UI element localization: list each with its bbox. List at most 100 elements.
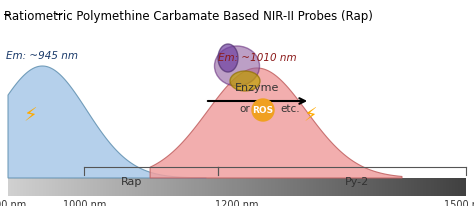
Polygon shape xyxy=(283,178,284,196)
Polygon shape xyxy=(164,178,165,196)
Polygon shape xyxy=(237,178,238,196)
Polygon shape xyxy=(335,178,336,196)
Text: 1200 nm: 1200 nm xyxy=(215,200,259,206)
Polygon shape xyxy=(211,178,212,196)
Polygon shape xyxy=(22,178,23,196)
Polygon shape xyxy=(391,178,393,196)
Polygon shape xyxy=(147,178,148,196)
Ellipse shape xyxy=(215,46,259,86)
Polygon shape xyxy=(295,178,297,196)
Text: ROS: ROS xyxy=(253,105,273,115)
Polygon shape xyxy=(422,178,423,196)
Polygon shape xyxy=(357,178,359,196)
Polygon shape xyxy=(52,178,54,196)
Text: 1500 nm: 1500 nm xyxy=(444,200,474,206)
Polygon shape xyxy=(156,178,158,196)
Polygon shape xyxy=(390,178,391,196)
Polygon shape xyxy=(77,178,78,196)
Polygon shape xyxy=(264,178,266,196)
Polygon shape xyxy=(49,178,51,196)
Polygon shape xyxy=(110,178,112,196)
Polygon shape xyxy=(445,178,446,196)
Polygon shape xyxy=(350,178,352,196)
Polygon shape xyxy=(465,178,466,196)
Polygon shape xyxy=(214,178,216,196)
Polygon shape xyxy=(248,178,249,196)
Polygon shape xyxy=(344,178,346,196)
Polygon shape xyxy=(162,178,164,196)
Polygon shape xyxy=(365,178,367,196)
Polygon shape xyxy=(57,178,58,196)
Polygon shape xyxy=(62,178,63,196)
Polygon shape xyxy=(183,178,185,196)
Text: etc.: etc. xyxy=(280,104,300,114)
Polygon shape xyxy=(98,178,100,196)
Polygon shape xyxy=(297,178,298,196)
Polygon shape xyxy=(371,178,373,196)
Polygon shape xyxy=(321,178,322,196)
Text: Py-2: Py-2 xyxy=(345,177,369,187)
Polygon shape xyxy=(260,178,262,196)
Polygon shape xyxy=(426,178,428,196)
Polygon shape xyxy=(185,178,187,196)
Polygon shape xyxy=(71,178,72,196)
Polygon shape xyxy=(25,178,27,196)
Polygon shape xyxy=(216,178,217,196)
Polygon shape xyxy=(201,178,202,196)
Polygon shape xyxy=(267,178,269,196)
Polygon shape xyxy=(217,178,219,196)
Polygon shape xyxy=(97,178,98,196)
Polygon shape xyxy=(273,178,275,196)
Polygon shape xyxy=(64,178,66,196)
Polygon shape xyxy=(69,178,71,196)
Polygon shape xyxy=(203,178,205,196)
Polygon shape xyxy=(93,178,95,196)
Polygon shape xyxy=(81,178,83,196)
Polygon shape xyxy=(291,178,292,196)
Polygon shape xyxy=(313,178,315,196)
Polygon shape xyxy=(212,178,214,196)
Polygon shape xyxy=(28,178,29,196)
Polygon shape xyxy=(167,178,168,196)
Polygon shape xyxy=(431,178,432,196)
Polygon shape xyxy=(234,178,236,196)
Polygon shape xyxy=(127,178,128,196)
Polygon shape xyxy=(319,178,321,196)
Polygon shape xyxy=(100,178,101,196)
Polygon shape xyxy=(40,178,42,196)
Polygon shape xyxy=(229,178,231,196)
Polygon shape xyxy=(266,178,267,196)
Polygon shape xyxy=(278,178,280,196)
Polygon shape xyxy=(284,178,286,196)
Polygon shape xyxy=(228,178,229,196)
Polygon shape xyxy=(91,178,92,196)
Text: Enzyme: Enzyme xyxy=(235,83,279,93)
Polygon shape xyxy=(29,178,31,196)
Polygon shape xyxy=(394,178,396,196)
Polygon shape xyxy=(417,178,419,196)
Polygon shape xyxy=(124,178,126,196)
Polygon shape xyxy=(460,178,461,196)
Polygon shape xyxy=(416,178,417,196)
Polygon shape xyxy=(355,178,356,196)
Polygon shape xyxy=(271,178,272,196)
Polygon shape xyxy=(32,178,34,196)
Polygon shape xyxy=(396,178,397,196)
Polygon shape xyxy=(161,178,162,196)
Polygon shape xyxy=(126,178,127,196)
Polygon shape xyxy=(75,178,77,196)
Polygon shape xyxy=(222,178,223,196)
Polygon shape xyxy=(432,178,434,196)
Text: ⚡: ⚡ xyxy=(303,107,317,125)
Polygon shape xyxy=(263,178,264,196)
Polygon shape xyxy=(362,178,364,196)
Polygon shape xyxy=(117,178,118,196)
Polygon shape xyxy=(181,178,182,196)
Polygon shape xyxy=(48,178,49,196)
Polygon shape xyxy=(304,178,306,196)
Polygon shape xyxy=(316,178,318,196)
Polygon shape xyxy=(393,178,394,196)
Polygon shape xyxy=(45,178,46,196)
Polygon shape xyxy=(368,178,370,196)
Polygon shape xyxy=(172,178,173,196)
